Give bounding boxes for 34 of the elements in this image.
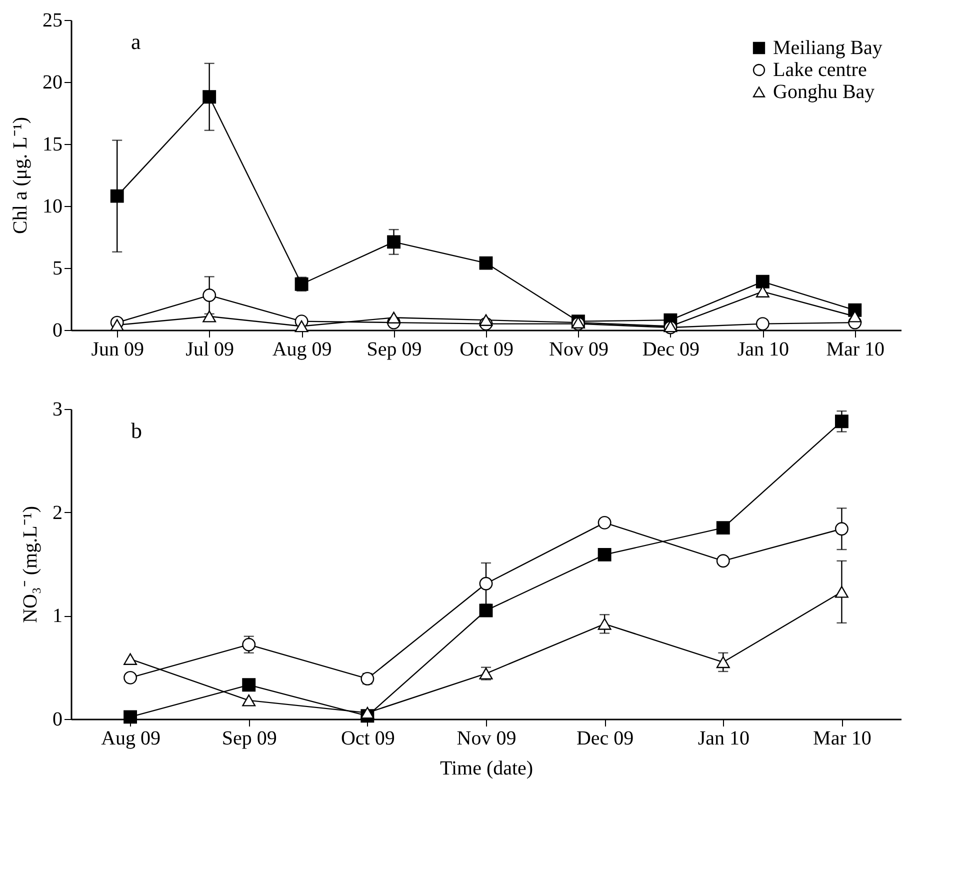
y-tick-label: 0: [52, 320, 62, 342]
x-tick-label: Oct 09: [460, 338, 514, 360]
x-axis-title: Time (date): [440, 758, 534, 780]
x-tick-label: Aug 09: [101, 728, 161, 750]
x-tick-label: Aug 09: [272, 338, 332, 360]
y-tick-label: 25: [42, 10, 62, 32]
x-tick-label: Jan 10: [698, 728, 750, 750]
y-tick-label: 1: [52, 605, 62, 628]
x-tick-label: Jun 09: [91, 338, 144, 360]
x-tick-label: Dec 09: [576, 728, 634, 750]
legend-label: Meiliang Bay: [773, 37, 882, 59]
y-tick-label: 3: [52, 398, 62, 420]
x-tick-label: Nov 09: [548, 338, 608, 360]
x-tick-label: Jan 10: [737, 338, 790, 360]
y-tick-label: 15: [42, 134, 62, 156]
y-tick-label: 2: [52, 502, 62, 524]
x-tick-label: Jul 09: [186, 338, 234, 360]
y-axis-title: Chl a (μg. L⁻¹): [10, 116, 32, 234]
legend-label: Gonghu Bay: [773, 81, 875, 103]
y-tick-label: 10: [42, 196, 62, 218]
x-tick-label: Mar 10: [826, 338, 885, 360]
x-tick-label: Dec 09: [642, 338, 700, 360]
legend-label: Lake centre: [773, 59, 867, 81]
annotation: a: [131, 29, 141, 54]
y-tick-label: 5: [52, 258, 62, 280]
x-tick-label: Oct 09: [340, 728, 395, 750]
y-axis-title: NO₃⁻ (mg.L⁻¹): [20, 506, 42, 623]
x-tick-label: Sep 09: [366, 338, 422, 360]
annotation: b: [131, 418, 142, 443]
x-tick-label: Sep 09: [222, 728, 277, 750]
x-tick-label: Mar 10: [813, 728, 872, 750]
y-tick-label: 20: [42, 72, 62, 94]
x-tick-label: Nov 09: [456, 728, 516, 750]
y-tick-label: 0: [52, 708, 62, 730]
